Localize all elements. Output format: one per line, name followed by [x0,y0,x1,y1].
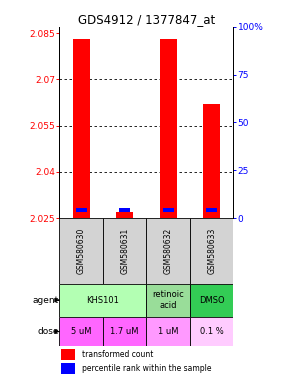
Text: GSM580631: GSM580631 [120,228,129,274]
Text: agent: agent [32,296,59,305]
Bar [190,218,233,284]
Bar [203,104,220,218]
Text: GSM580633: GSM580633 [207,228,216,274]
Bar [59,316,103,346]
Bar [76,208,87,212]
Bar [160,39,177,218]
Text: 1.7 uM: 1.7 uM [110,327,139,336]
Text: retinoic
acid: retinoic acid [152,290,184,310]
Text: dose: dose [37,327,59,336]
Text: KHS101: KHS101 [86,296,119,305]
Bar [103,316,146,346]
Text: DMSO: DMSO [199,296,224,305]
Bar [119,208,130,212]
Title: GDS4912 / 1377847_at: GDS4912 / 1377847_at [78,13,215,26]
Bar [59,284,146,316]
Text: 1 uM: 1 uM [158,327,178,336]
Text: GSM580632: GSM580632 [164,228,173,274]
Bar [206,208,217,212]
Bar [146,316,190,346]
Bar [146,218,190,284]
Bar [163,208,174,212]
Text: GSM580630: GSM580630 [77,228,86,274]
Text: 0.1 %: 0.1 % [200,327,224,336]
Bar [190,284,233,316]
Text: 5 uM: 5 uM [71,327,91,336]
Text: transformed count: transformed count [82,350,153,359]
Bar [61,349,75,360]
Bar [72,39,90,218]
Bar [103,218,146,284]
Bar [59,218,103,284]
Bar [146,284,190,316]
Bar [190,316,233,346]
Bar [61,362,75,374]
Text: percentile rank within the sample: percentile rank within the sample [82,364,212,373]
Bar [116,212,133,218]
